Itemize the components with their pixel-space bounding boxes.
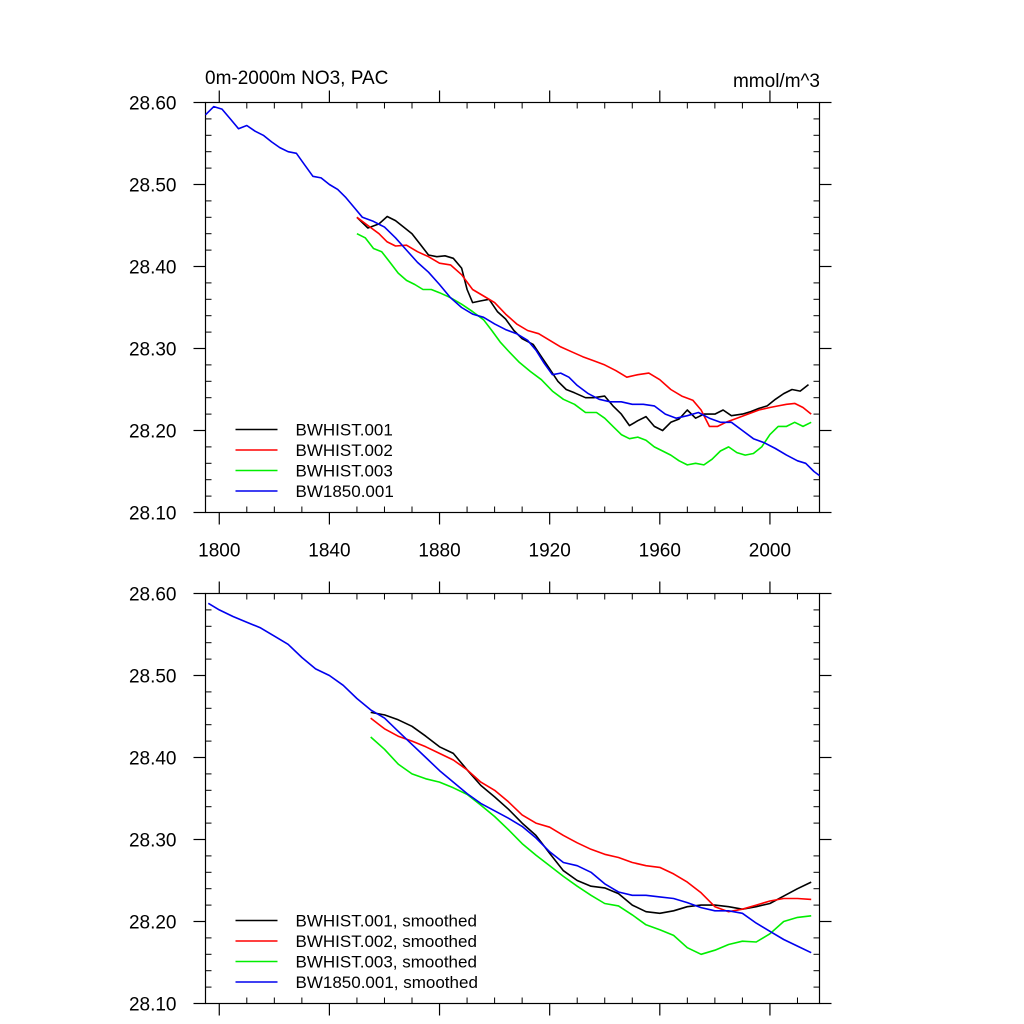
legend-label: BWHIST.003, smoothed bbox=[296, 953, 477, 972]
legend-label: BWHIST.001, smoothed bbox=[296, 912, 477, 931]
y-tick-label: 28.50 bbox=[129, 176, 177, 197]
tick-labels: 28.10 28.20 28.30 28.40 28.50 28.60 1800 1840 18… bbox=[129, 94, 791, 562]
legend-label: BW1850.001, smoothed bbox=[296, 973, 478, 992]
series-line bbox=[204, 105, 820, 477]
y-tick-label: 28.30 bbox=[129, 340, 177, 361]
legend-label: BWHIST.002, smoothed bbox=[296, 932, 477, 951]
series-line bbox=[370, 736, 812, 956]
plot-frame bbox=[204, 592, 821, 1005]
y-tick-label: 28.30 bbox=[129, 831, 177, 852]
series-line bbox=[370, 717, 812, 913]
top-panel: 0m-2000m NO3, PAC mmol/m^3 28.1028.2028.… bbox=[129, 68, 832, 562]
y-tick-label: 28.10 bbox=[129, 504, 177, 525]
legend-label: BWHIST.003 bbox=[296, 462, 393, 481]
x-tick-label: 1920 bbox=[529, 541, 571, 562]
x-tick-label: 1960 bbox=[639, 541, 681, 562]
y-tick-label: 28.20 bbox=[129, 913, 177, 934]
y-tick-label: 28.40 bbox=[129, 749, 177, 770]
legend-label: BW1850.001 bbox=[296, 482, 394, 501]
y-tick-label: 28.50 bbox=[129, 667, 177, 688]
units-label: mmol/m^3 bbox=[733, 71, 820, 92]
x-tick-label: 1800 bbox=[198, 541, 240, 562]
chart-title: 0m-2000m NO3, PAC bbox=[205, 68, 388, 89]
series-lines bbox=[204, 105, 820, 477]
x-tick-label: 1840 bbox=[308, 541, 350, 562]
y-tick-label: 28.60 bbox=[129, 94, 177, 115]
series-line bbox=[356, 232, 812, 466]
series-line bbox=[370, 711, 812, 915]
x-tick-label: 2000 bbox=[749, 541, 791, 562]
series-line bbox=[356, 215, 809, 432]
y-tick-label: 28.40 bbox=[129, 258, 177, 279]
series-line bbox=[356, 216, 812, 428]
legend-label: BWHIST.001 bbox=[296, 421, 393, 440]
tick-labels: 28.10 28.20 28.30 28.40 28.50 28.60 bbox=[129, 585, 177, 1016]
legend-label: BWHIST.002 bbox=[296, 441, 393, 460]
axis-ticks bbox=[193, 581, 832, 1016]
series-lines bbox=[207, 602, 812, 956]
y-tick-label: 28.60 bbox=[129, 585, 177, 606]
plot-frame bbox=[204, 101, 821, 514]
axis-ticks bbox=[193, 90, 832, 525]
series-line bbox=[207, 602, 812, 954]
y-tick-label: 28.20 bbox=[129, 422, 177, 443]
bottom-panel: 28.10 28.20 28.30 28.40 28.50 28.60 BWHIST.00… bbox=[129, 581, 832, 1016]
x-tick-label: 1880 bbox=[418, 541, 460, 562]
y-tick-label: 28.10 bbox=[129, 995, 177, 1016]
